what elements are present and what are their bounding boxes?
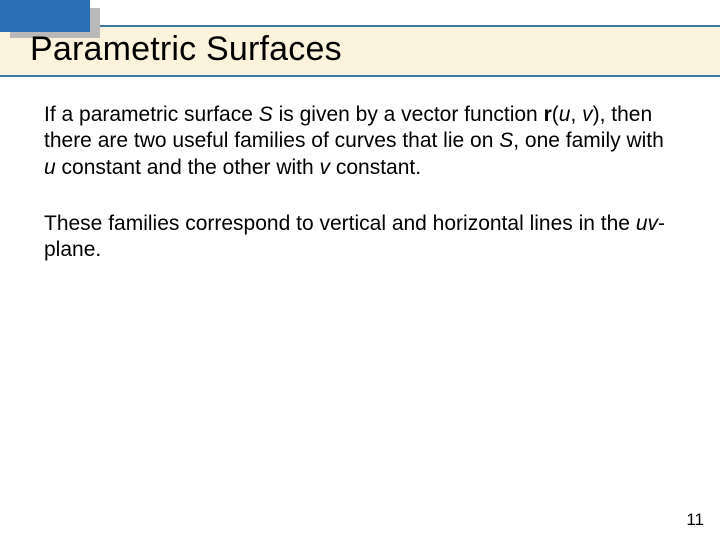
text: constant. (330, 156, 421, 179)
paragraph-2: These families correspond to vertical an… (44, 211, 676, 264)
slide: Parametric Surfaces If a parametric surf… (0, 0, 720, 540)
slide-title: Parametric Surfaces (30, 30, 342, 69)
var-uv: uv (636, 212, 658, 235)
text: , one family with (513, 129, 664, 152)
text: , (570, 103, 582, 126)
text: ) (593, 103, 600, 126)
var-u: u (559, 103, 571, 126)
var-s: S (259, 103, 273, 126)
body-text: If a parametric surface S is given by a … (44, 102, 676, 263)
var-v: v (320, 156, 331, 179)
text: ( (552, 103, 559, 126)
paragraph-1: If a parametric surface S is given by a … (44, 102, 676, 181)
text: If a parametric surface (44, 103, 259, 126)
blue-accent-box (0, 0, 90, 32)
var-s: S (499, 129, 513, 152)
var-r: r (544, 103, 552, 126)
text: constant and the other with (56, 156, 320, 179)
text: is given by a vector function (273, 103, 544, 126)
var-u: u (44, 156, 56, 179)
text: These families correspond to vertical an… (44, 212, 636, 235)
page-number: 11 (686, 510, 704, 530)
var-v: v (582, 103, 593, 126)
